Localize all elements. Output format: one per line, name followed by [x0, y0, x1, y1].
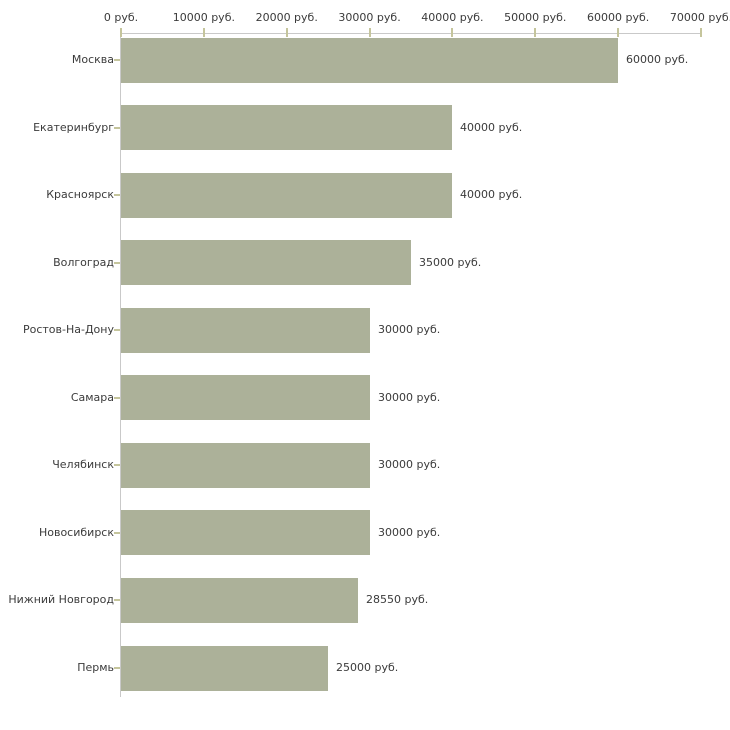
- bar-Красноярск: [121, 172, 452, 218]
- x-axis-tick-mark: [617, 28, 620, 37]
- x-axis-tick-label: 20000 руб.: [255, 11, 318, 24]
- bar-value-label: 35000 руб.: [419, 255, 482, 269]
- bar-value-label: 30000 руб.: [378, 525, 441, 539]
- bar-Волгоград: [121, 240, 411, 286]
- x-axis-tick-label: 40000 руб.: [421, 11, 484, 24]
- category-label: Екатеринбург: [33, 120, 114, 134]
- x-axis-tick-label: 50000 руб.: [504, 11, 567, 24]
- category-tick-mark: [114, 126, 120, 129]
- x-axis-tick-mark: [534, 28, 537, 37]
- category-tick-mark: [114, 261, 120, 264]
- category-tick-mark: [114, 194, 120, 197]
- bar-value-label: 30000 руб.: [378, 458, 441, 472]
- bar-Нижний Новгород: [121, 577, 358, 623]
- category-tick-mark: [114, 329, 120, 332]
- bar-Пермь: [121, 645, 328, 691]
- category-tick-mark: [114, 599, 120, 602]
- x-axis-tick-mark: [120, 28, 122, 37]
- bar-value-label: 30000 руб.: [378, 390, 441, 404]
- x-axis-tick-label: 0 руб.: [103, 11, 139, 24]
- plot-area: [120, 33, 701, 697]
- category-tick-mark: [114, 59, 120, 61]
- x-axis-tick-label: 70000 руб.: [669, 11, 730, 24]
- bar-value-label: 28550 руб.: [366, 593, 429, 607]
- bar-Ростов-На-Дону: [121, 307, 370, 353]
- x-axis-tick-label: 30000 руб.: [338, 11, 401, 24]
- bar-value-label: 40000 руб.: [460, 188, 523, 202]
- category-label: Волгоград: [53, 255, 114, 269]
- x-axis-tick-mark: [451, 28, 454, 37]
- bar-value-label: 25000 руб.: [336, 661, 399, 675]
- bar-value-label: 30000 руб.: [378, 323, 441, 337]
- x-axis-tick-mark: [368, 28, 371, 37]
- category-label: Москва: [71, 53, 114, 66]
- bar-Самара: [121, 375, 370, 421]
- category-label: Ростов-На-Дону: [22, 323, 114, 337]
- category-label: Нижний Новгород: [8, 593, 114, 607]
- bar-Екатеринбург: [121, 105, 452, 151]
- bar-value-label: 40000 руб.: [460, 120, 523, 134]
- category-label: Красноярск: [46, 188, 114, 202]
- x-axis-tick-mark: [202, 28, 205, 37]
- category-tick-mark: [114, 667, 120, 670]
- bar-Челябинск: [121, 442, 370, 488]
- category-label: Челябинск: [52, 458, 114, 472]
- bar-Новосибирск: [121, 510, 370, 556]
- category-tick-mark: [114, 464, 120, 467]
- x-axis-tick-label: 10000 руб.: [172, 11, 235, 24]
- category-tick-mark: [114, 531, 120, 534]
- category-label: Новосибирск: [38, 525, 114, 539]
- x-axis-tick-mark: [285, 28, 288, 37]
- x-axis-tick-label: 60000 руб.: [587, 11, 650, 24]
- bar-Москва: [121, 37, 618, 83]
- bar-value-label: 60000 руб.: [626, 53, 689, 66]
- x-axis-tick-mark: [700, 28, 702, 37]
- category-tick-mark: [114, 396, 120, 399]
- category-label: Пермь: [77, 661, 114, 675]
- category-label: Самара: [70, 390, 114, 404]
